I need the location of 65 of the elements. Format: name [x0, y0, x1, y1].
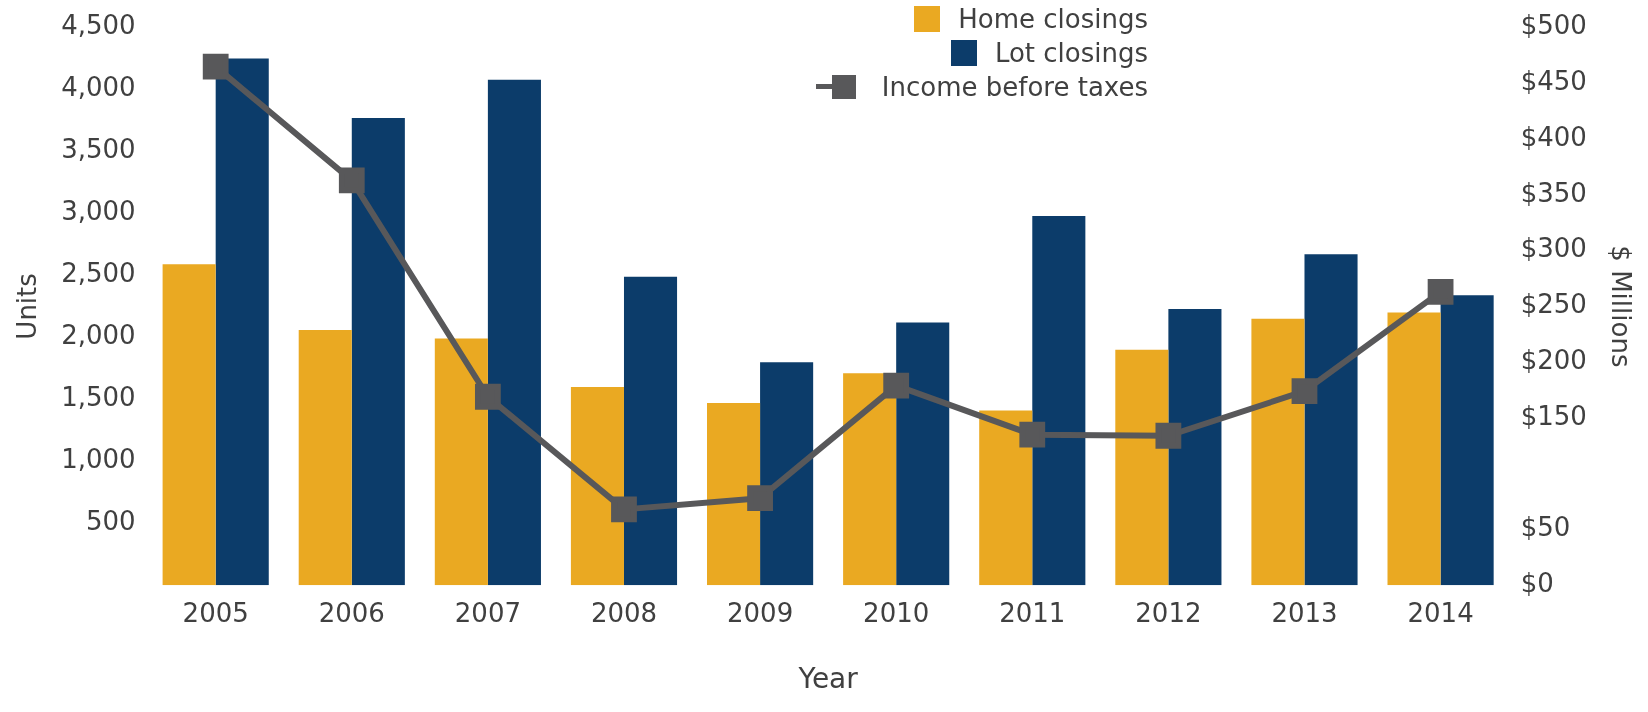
point — [747, 485, 773, 512]
x-tick-label: 2006 — [318, 597, 385, 628]
bar — [707, 403, 761, 586]
bar — [760, 362, 814, 586]
legend-label: Income before taxes — [881, 72, 1148, 102]
x-tick-label: 2007 — [454, 597, 521, 628]
y2-tick-label: $500 — [1520, 10, 1587, 41]
bar — [298, 329, 352, 586]
y-tick-label: 1,500 — [61, 382, 136, 413]
bar — [1251, 318, 1305, 586]
bar — [979, 410, 1033, 586]
bar — [215, 58, 269, 586]
y2-axis-title: $ Millions — [1605, 245, 1636, 368]
x-tick-label: 2010 — [863, 597, 930, 628]
bar — [1440, 295, 1494, 586]
x-tick-label: 2009 — [727, 597, 794, 628]
point — [474, 383, 501, 410]
y-tick-label: 2,000 — [61, 320, 136, 351]
y2-tick-label: $300 — [1520, 233, 1587, 264]
bar — [570, 386, 624, 586]
bar — [1168, 308, 1222, 586]
point — [338, 167, 365, 194]
bar — [1387, 312, 1441, 586]
y2-tick-label: $450 — [1520, 66, 1587, 97]
x-tick-label: 2012 — [1135, 597, 1202, 628]
y-axis-title: Units — [12, 273, 43, 340]
y2-tick-label: $250 — [1520, 289, 1587, 320]
x-tick-label: 2011 — [999, 597, 1066, 628]
y2-tick-label: $400 — [1520, 121, 1587, 152]
y-tick-label: 1,000 — [61, 444, 136, 475]
x-axis-title: Year — [797, 662, 859, 696]
y-tick-label: 500 — [85, 505, 136, 536]
point — [1291, 378, 1318, 405]
y2-tick-label: $150 — [1520, 400, 1587, 431]
y-tick-label: 4,000 — [61, 72, 136, 103]
bar — [162, 264, 216, 586]
y2-tick-label: $0 — [1520, 567, 1554, 598]
bar — [1032, 215, 1086, 586]
bar — [434, 338, 488, 586]
bar — [623, 276, 678, 586]
y-tick-label: 3,000 — [61, 196, 136, 227]
y-tick-label: 3,500 — [61, 134, 136, 165]
y2-tick-label: $200 — [1520, 344, 1587, 375]
x-tick-label: 2014 — [1407, 597, 1474, 628]
point — [1155, 422, 1182, 449]
bar — [487, 79, 541, 586]
point — [1427, 279, 1454, 305]
point — [1019, 421, 1046, 448]
point — [202, 53, 229, 80]
y-tick-label: 4,500 — [61, 10, 136, 41]
bar — [1115, 349, 1169, 586]
point — [611, 496, 637, 523]
x-tick-label: 2008 — [590, 597, 658, 628]
bar — [351, 118, 405, 586]
x-tick-label: 2013 — [1271, 597, 1338, 628]
point — [883, 372, 910, 399]
legend-label: Lot closings — [994, 38, 1148, 68]
legend-label: Home closings — [958, 4, 1148, 34]
x-tick-label: 2005 — [182, 597, 249, 628]
y2-tick-label: $50 — [1520, 512, 1571, 543]
bar — [843, 373, 897, 586]
y2-tick-label: $350 — [1520, 177, 1587, 208]
bar — [1304, 254, 1358, 586]
bar — [896, 322, 950, 586]
y-tick-label: 2,500 — [61, 258, 136, 289]
